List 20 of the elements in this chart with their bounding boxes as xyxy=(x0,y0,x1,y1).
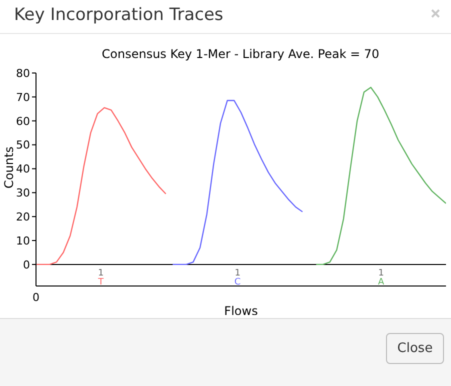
y-tick-label: 20 xyxy=(16,210,30,224)
y-tick-label: 0 xyxy=(23,258,30,272)
x-axis-title: Flows xyxy=(224,304,258,318)
text: T xyxy=(97,278,104,288)
y-tick-label: 40 xyxy=(16,162,30,176)
chart-subtitle: Consensus Key 1-Mer - Library Ave. Peak = 70 xyxy=(100,47,380,61)
chart-title: Key Incorporation Traces xyxy=(14,5,224,25)
y-tick-label: 60 xyxy=(16,114,30,128)
annotation: 1 xyxy=(98,268,104,279)
y-tick-label: 30 xyxy=(16,186,30,200)
y-axis-title: Counts xyxy=(2,146,16,188)
text: C xyxy=(234,278,241,288)
y-tick-label: 50 xyxy=(16,138,30,152)
y-tick-label: 80 xyxy=(16,66,30,80)
y-tick-label: 70 xyxy=(16,90,30,104)
close-button: Close xyxy=(386,333,444,364)
text: A xyxy=(378,278,385,288)
annotation: 1 xyxy=(234,268,240,279)
annotation: 1 xyxy=(378,268,384,279)
y-tick-label: 10 xyxy=(16,234,30,248)
